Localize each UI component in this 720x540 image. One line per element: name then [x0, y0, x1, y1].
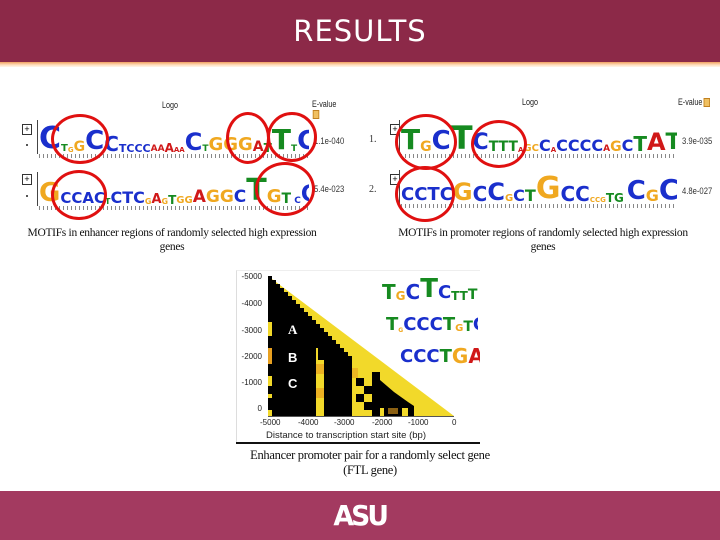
evalue-motif-2: 5.4e-023	[314, 184, 345, 194]
x-axis-line	[268, 416, 454, 417]
logo-y-axis	[37, 120, 38, 154]
y-tick: 0	[257, 404, 262, 413]
y-tick: -2000	[241, 352, 262, 361]
logo-x-ticks	[401, 204, 677, 208]
asu-logo: ASU	[333, 499, 390, 532]
highlight-ring	[395, 166, 455, 222]
slide-title: RESULTS	[293, 14, 427, 48]
evalue-header-label: E-value	[312, 99, 337, 109]
heatmap-underline	[236, 442, 480, 444]
logo-x-ticks	[39, 154, 309, 158]
highlight-ring	[51, 170, 107, 220]
x-tick: -4000	[298, 418, 319, 427]
logo-y-axis	[37, 172, 38, 206]
highlight-ring	[395, 114, 457, 170]
heatmap-triangle	[268, 276, 454, 416]
evalue-motif-1: 1.1e-040	[314, 136, 345, 146]
highlight-ring	[255, 162, 315, 216]
motif-index-1: 1.	[369, 134, 377, 145]
y-tick: -1000	[241, 378, 262, 387]
logo-x-ticks	[39, 206, 309, 210]
logo-column-header: Logo	[522, 97, 539, 107]
region-label-b: B	[288, 350, 298, 365]
row-marker	[26, 144, 28, 146]
heatmap-caption: Enhancer promoter pair for a randomly se…	[250, 448, 490, 477]
expand-motif-2-button[interactable]: +	[22, 174, 32, 185]
promoter-motif-panel: Logo E-value 1. + T G C T C TTT A GC C A CCCC A G C T A…	[365, 92, 720, 222]
enhancer-caption: MOTIFs in enhancer regions of randomly s…	[27, 227, 317, 253]
logo-x-ticks	[401, 154, 677, 158]
evalue-motif-2: 4.8e-027	[682, 186, 713, 196]
evalue-column-header: E-value	[678, 97, 710, 108]
logo-column-header: Logo	[162, 100, 179, 110]
help-icon[interactable]	[703, 98, 710, 108]
enhancer-motif-panel: Logo E-value + C T G G C C TCCC AA A AA C T GGG A T T T C…	[22, 96, 350, 220]
highlight-ring	[51, 114, 109, 164]
highlight-ring	[267, 112, 317, 162]
highlight-ring	[471, 120, 527, 168]
x-axis-title: Distance to transcription start site (bp…	[266, 430, 426, 441]
row-marker	[26, 195, 28, 197]
x-tick: -5000	[260, 418, 281, 427]
motif-index-2: 2.	[369, 184, 377, 195]
expand-motif-1-button[interactable]: +	[22, 124, 32, 135]
slide-header: RESULTS	[0, 0, 720, 62]
evalue-motif-1: 3.9e-035	[682, 136, 713, 146]
help-icon[interactable]	[312, 110, 320, 120]
inset-motif-c: CCCTGAG	[400, 344, 480, 366]
slide-footer: ASU	[0, 491, 720, 540]
region-label-c: C	[288, 376, 298, 391]
x-tick: 0	[452, 418, 457, 427]
x-tick: -1000	[408, 418, 429, 427]
highlight-ring	[226, 112, 270, 164]
promoter-caption: MOTIFs in promoter regions of randomly s…	[398, 227, 688, 253]
evalue-column-header: E-value	[312, 99, 342, 120]
x-tick: -3000	[334, 418, 355, 427]
region-label-a: A	[288, 322, 298, 337]
header-accent-stripe	[0, 62, 720, 67]
evalue-header-label: E-value	[678, 97, 703, 107]
heatmap-frame	[236, 270, 480, 442]
enhancer-promoter-heatmap: -5000 -4000 -3000 -2000 -1000 0	[236, 270, 480, 442]
y-tick: -4000	[241, 299, 262, 308]
x-tick: -2000	[372, 418, 393, 427]
y-tick: -5000	[241, 272, 262, 281]
y-tick: -3000	[241, 326, 262, 335]
